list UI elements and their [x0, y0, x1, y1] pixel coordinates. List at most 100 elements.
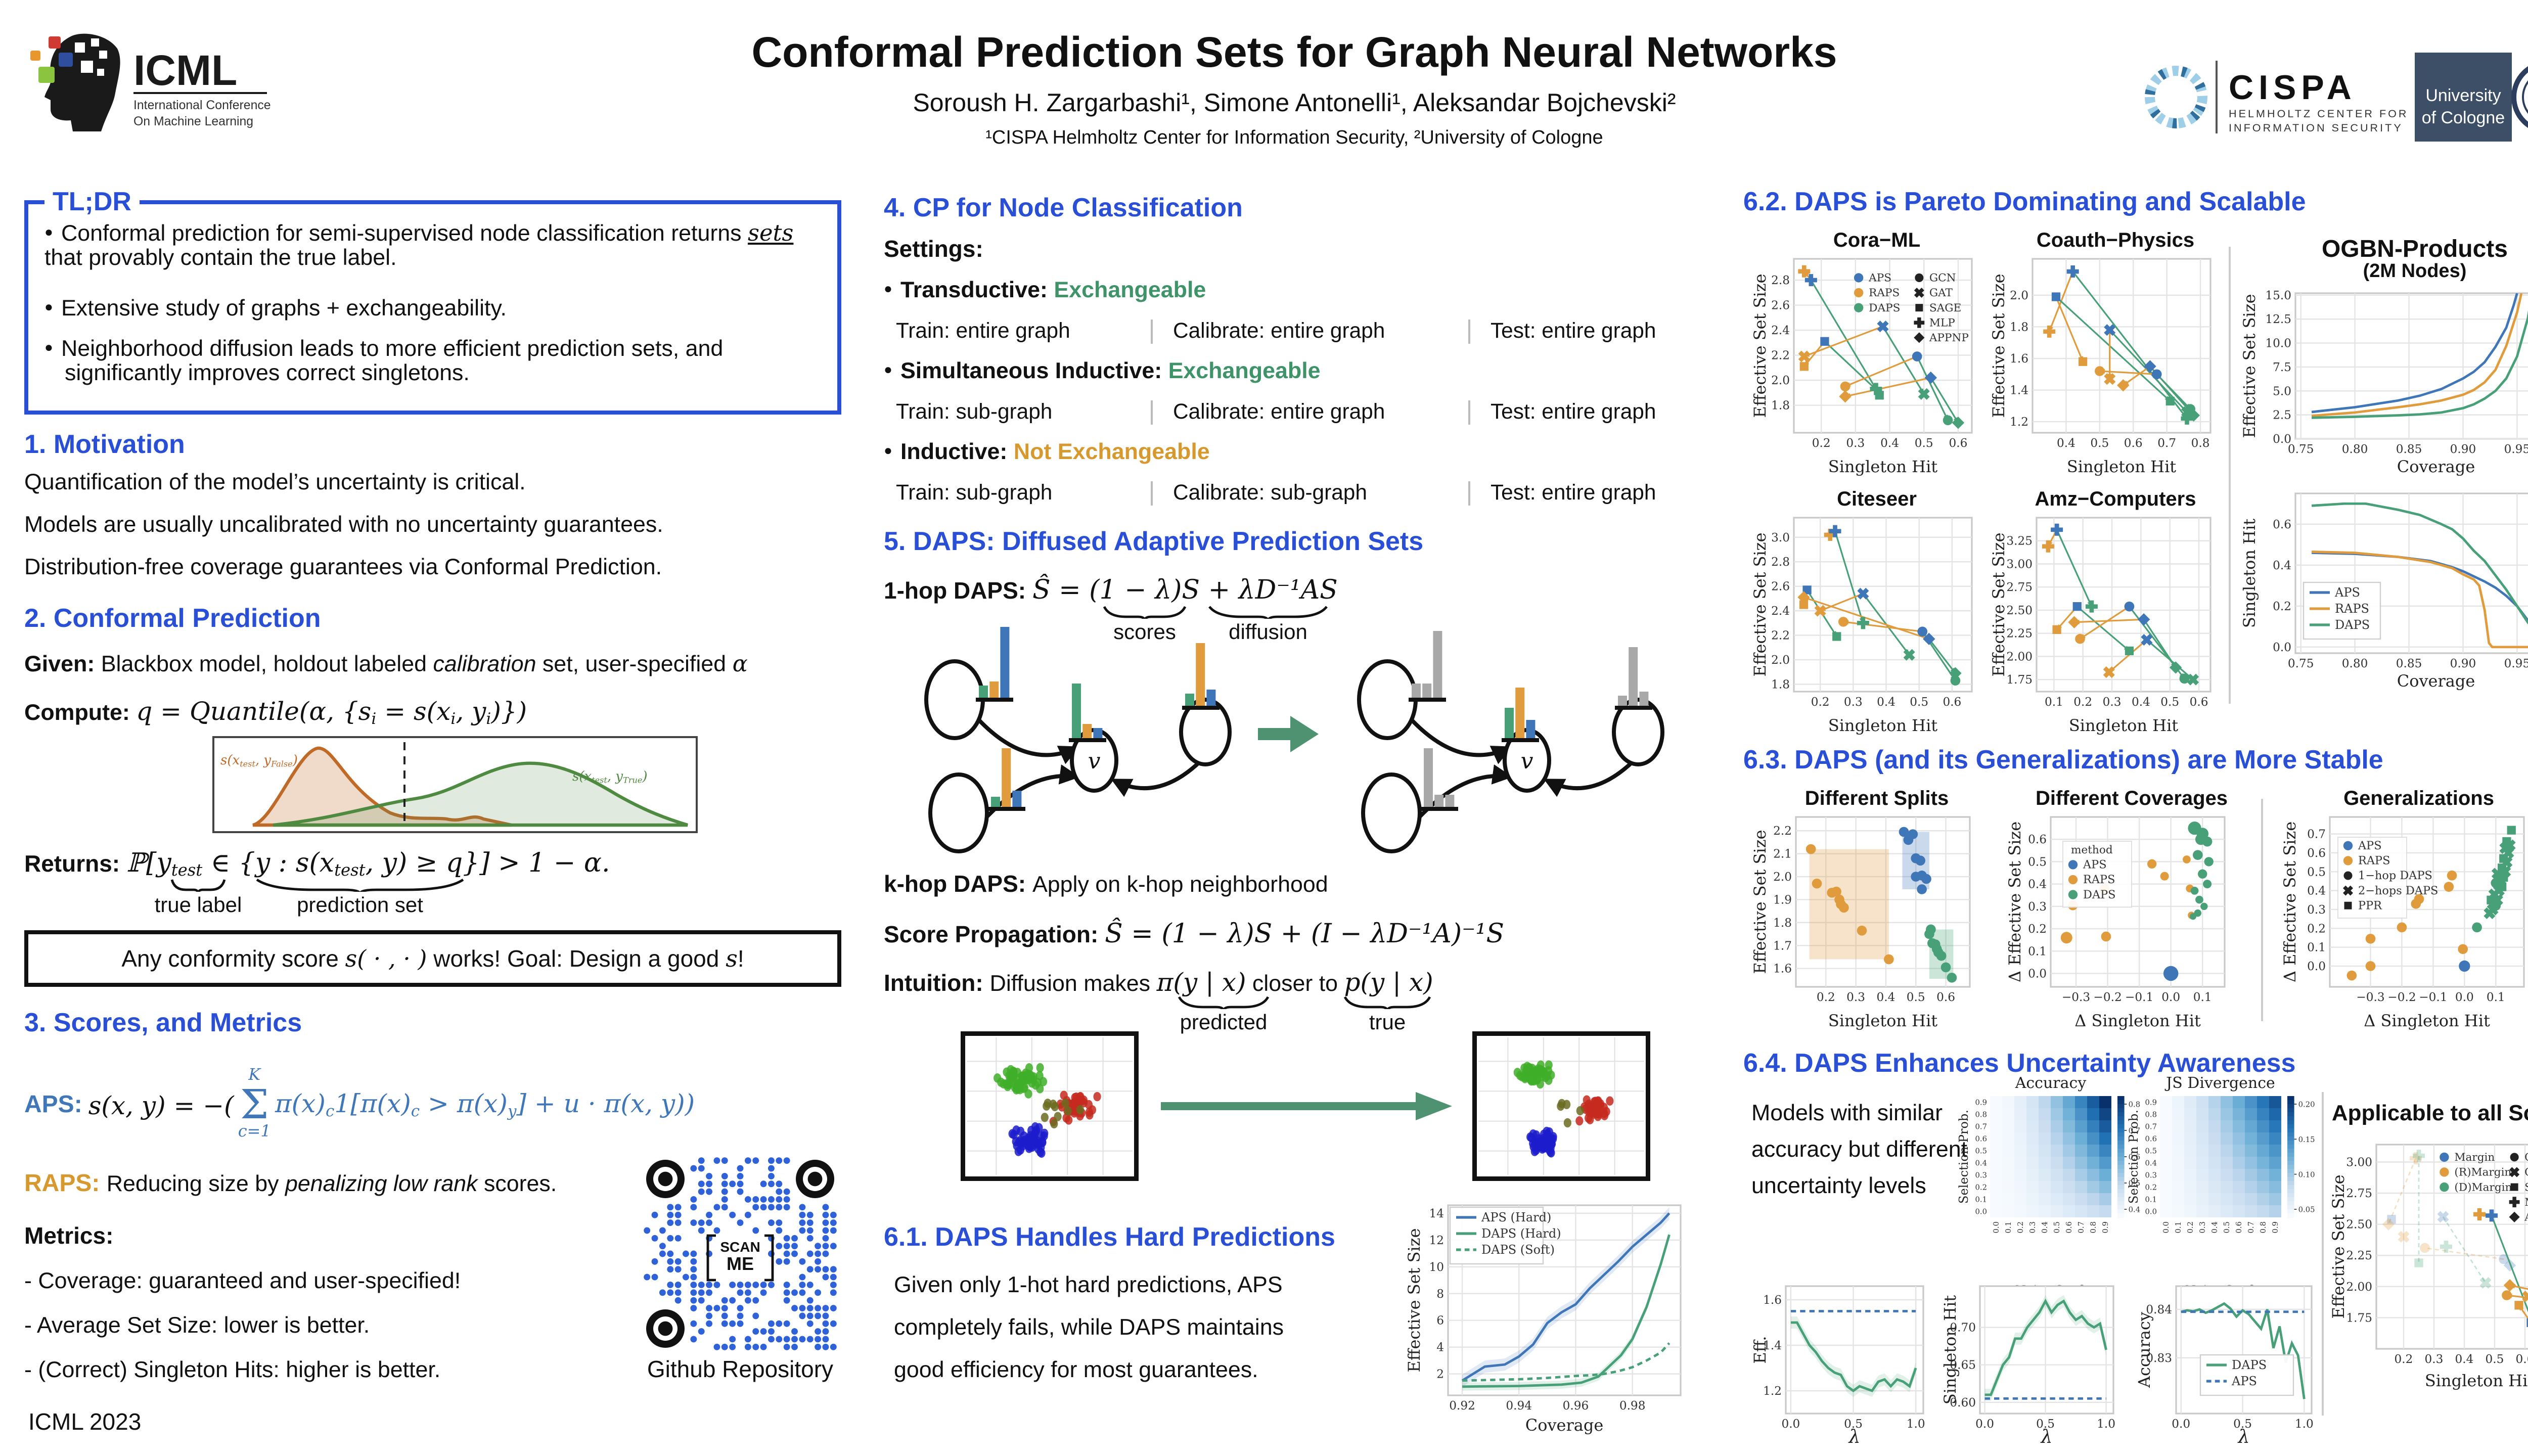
svg-text:1.4: 1.4 — [2010, 384, 2028, 397]
svg-text:0.0: 0.0 — [2307, 960, 2326, 973]
svg-text:0.1: 0.1 — [2174, 1221, 2183, 1234]
svg-text:0.5: 0.5 — [2028, 855, 2047, 869]
section-6-4-title: 6.4. DAPS Enhances Uncertainty Awareness — [1743, 1048, 2296, 1078]
svg-text:0.8: 0.8 — [1975, 1111, 1987, 1119]
metric-set-size: - Average Set Size: lower is better. — [24, 1314, 370, 1339]
setting-transductive-row: Train: entire graph Calibrate: entire gr… — [892, 320, 1725, 344]
svg-text:1.0: 1.0 — [1907, 1417, 1925, 1431]
conformity-goal-box: Any conformity score s( · , · ) works! G… — [24, 930, 841, 987]
s61-line-3: good efficiency for most guarantees. — [894, 1359, 1258, 1383]
svg-text:0.5: 0.5 — [2486, 1352, 2504, 1366]
js-divergence-heatmap: JS Divergence 0.9 0.8 0.7 0.6 0.5 0.4 0.3 0.2 0.1… — [2128, 1072, 2318, 1298]
svg-text:3.00: 3.00 — [2006, 557, 2033, 571]
generalizations-chart: Generalizations −0.3 −0.2 −0.1 0.0 0.1 0.0 0.1 0… — [2281, 785, 2528, 1031]
returns-brace-true-label — [170, 878, 227, 892]
affiliation: ¹CISPA Helmholtz Center for Information … — [985, 127, 1603, 150]
brace-label-prediction-set: prediction set — [297, 894, 423, 918]
svg-text:0.3: 0.3 — [2307, 903, 2326, 917]
svg-text:14: 14 — [1429, 1207, 1444, 1220]
authors: Soroush H. Zargarbashi¹, Simone Antonell… — [913, 89, 1676, 117]
footer-conference: ICML 2023 — [28, 1412, 142, 1436]
svg-text:Different Coverages: Different Coverages — [2036, 787, 2228, 809]
ogbn-subtitle: (2M Nodes) — [2363, 261, 2467, 283]
svg-text:APS (Hard): APS (Hard) — [1481, 1210, 1551, 1224]
brace-label-predicted: predicted — [1180, 1011, 1268, 1035]
svg-text:0.6: 0.6 — [1943, 695, 1961, 709]
svg-text:APS: APS — [2334, 585, 2360, 600]
metric-coverage: - Coverage: guaranteed and user-specifie… — [24, 1270, 461, 1294]
svg-text:0.5: 0.5 — [2307, 865, 2326, 879]
svg-text:0.94: 0.94 — [1506, 1399, 1532, 1413]
svg-text:2.0: 2.0 — [2010, 289, 2028, 302]
svg-text:0.3: 0.3 — [2198, 1221, 2207, 1234]
applicable-title: Applicable to all Scores — [2331, 1102, 2528, 1126]
svg-text:0.1: 0.1 — [2145, 1196, 2157, 1204]
svg-text:0.5: 0.5 — [2145, 1147, 2157, 1156]
svg-text:0.5: 0.5 — [1844, 1417, 1863, 1431]
svg-text:2.75: 2.75 — [2006, 580, 2033, 594]
motivation-line-3: Distribution-free coverage guarantees vi… — [24, 556, 662, 580]
svg-text:0.5: 0.5 — [2053, 1221, 2061, 1234]
svg-text:0.3: 0.3 — [2425, 1352, 2444, 1366]
svg-text:2.4: 2.4 — [1771, 324, 1790, 337]
svg-text:2.1: 2.1 — [1773, 847, 1792, 861]
onehop-brace-diffusion — [1207, 605, 1329, 619]
hard-predictions-chart: 0.92 0.94 0.96 0.98 2 4 6 8 10 12 14 Coverage Effect… — [1406, 1197, 1689, 1436]
svg-text:0.0: 0.0 — [1781, 1417, 1800, 1431]
svg-text:Effective Set Size: Effective Set Size — [2330, 1174, 2348, 1318]
svg-text:8: 8 — [1436, 1287, 1444, 1301]
svg-text:0.1: 0.1 — [2045, 695, 2063, 709]
svg-text:Singleton Hit: Singleton Hit — [1828, 716, 1937, 735]
score-density-plot: s(xtest, yFalse) s(xtest, yTrue) — [212, 736, 698, 833]
svg-text:0.7: 0.7 — [2157, 436, 2176, 450]
svg-text:0.5: 0.5 — [2223, 1221, 2231, 1234]
svg-text:Margin: Margin — [2454, 1151, 2495, 1164]
svg-text:0.75: 0.75 — [2288, 442, 2314, 456]
uoc-logo: University of Cologne — [2415, 53, 2512, 142]
svg-text:0.2: 0.2 — [2145, 1184, 2157, 1192]
svg-text:0.4: 0.4 — [2028, 878, 2047, 891]
aps-formula: APS: s(x, y) = −( K Σ c=1 π(x)c1[π(x)c >… — [24, 1066, 695, 1141]
svg-text:0.6: 0.6 — [2028, 833, 2047, 846]
icml-head-icon: ICML International Conference On Machine… — [30, 33, 271, 131]
svg-text:SAGE: SAGE — [1929, 302, 1961, 314]
svg-text:0.95: 0.95 — [2504, 442, 2528, 456]
svg-text:2.2: 2.2 — [1771, 629, 1790, 643]
svg-text:2.4: 2.4 — [1771, 604, 1790, 618]
svg-text:0.0: 0.0 — [1975, 1208, 1987, 1216]
embedding-scatter-after — [1472, 1031, 1650, 1181]
svg-text:1.8: 1.8 — [1773, 916, 1792, 930]
svg-text:0.5: 0.5 — [1910, 695, 1928, 709]
s61-line-2: completely fails, while DAPS maintains — [894, 1316, 1284, 1341]
svg-text:Singleton Hit: Singleton Hit — [1828, 457, 1937, 476]
svg-text:Singleton Hit: Singleton Hit — [2069, 716, 2178, 735]
svg-text:0.7: 0.7 — [2247, 1221, 2255, 1234]
svg-text:0.7: 0.7 — [2077, 1221, 2086, 1234]
svg-text:0.6: 0.6 — [1975, 1135, 1987, 1144]
svg-text:0.4: 0.4 — [2273, 559, 2291, 572]
svg-text:2.50: 2.50 — [2006, 604, 2033, 617]
svg-text:0.6: 0.6 — [1949, 436, 1967, 450]
svg-text:0.7: 0.7 — [2129, 1127, 2141, 1135]
svg-text:0.6: 0.6 — [2190, 695, 2208, 709]
svg-text:0.9: 0.9 — [2271, 1221, 2280, 1234]
svg-text:−0.1: −0.1 — [2125, 990, 2153, 1004]
svg-text:0.9: 0.9 — [2145, 1099, 2157, 1107]
svg-text:0.3: 0.3 — [2145, 1171, 2157, 1180]
svg-text:Cora−ML: Cora−ML — [1833, 229, 1920, 251]
svg-text:λ: λ — [2237, 1427, 2250, 1447]
svg-text:0.2: 0.2 — [1817, 990, 1835, 1004]
svg-text:2.00: 2.00 — [2006, 650, 2033, 663]
svg-text:Δ Effective Set Size: Δ Effective Set Size — [2006, 822, 2024, 982]
svg-text:0.75: 0.75 — [2288, 657, 2314, 670]
svg-text:0.6: 0.6 — [1936, 990, 1955, 1004]
svg-text:0.6: 0.6 — [2145, 1135, 2157, 1144]
svg-text:1.75: 1.75 — [2346, 1311, 2372, 1325]
compute-line: Compute: q = Quantile(α, {si = s(xi, yi)… — [24, 696, 527, 728]
setting-inductive-row: Train: sub-graph Calibrate: sub-graph Te… — [892, 481, 1725, 506]
svg-text:0.6: 0.6 — [2065, 1221, 2073, 1234]
svg-text:0.5: 0.5 — [2036, 1417, 2055, 1431]
settings-label: Settings: — [884, 239, 983, 263]
svg-text:0.0: 0.0 — [2162, 1221, 2171, 1234]
svg-text:Accuracy: Accuracy — [2136, 1312, 2154, 1388]
